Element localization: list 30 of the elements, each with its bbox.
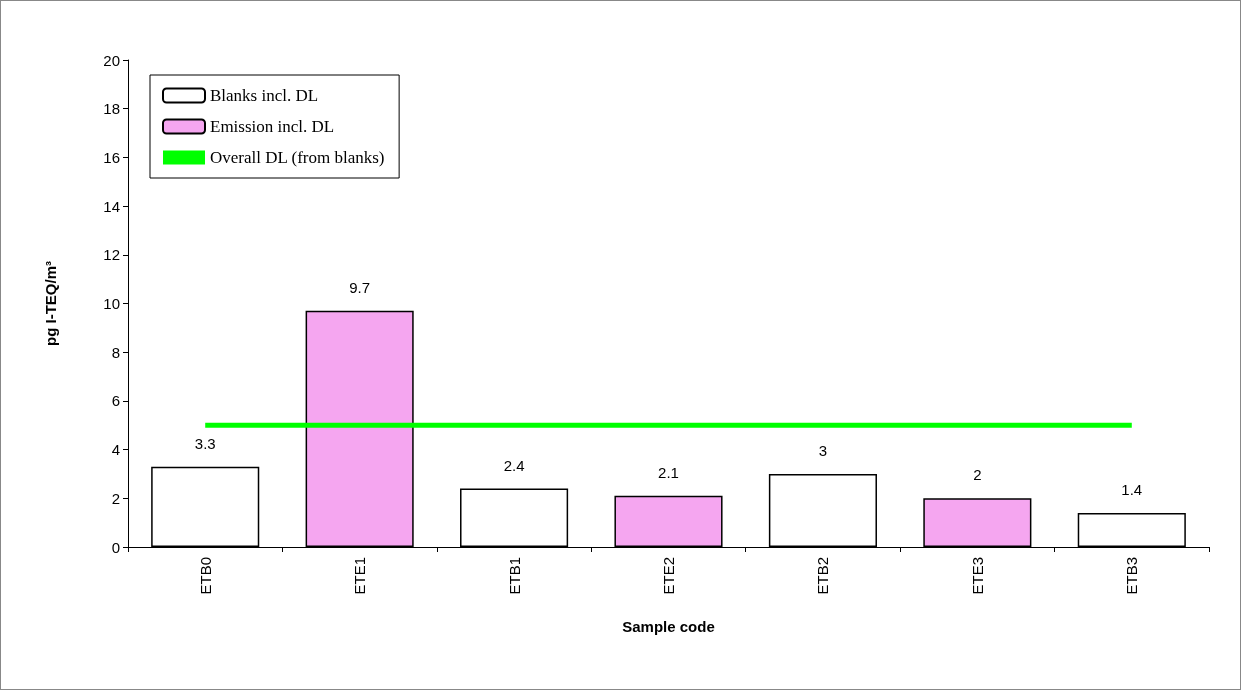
- y-tick-label: 14: [103, 197, 120, 215]
- data-label: 3: [818, 441, 828, 459]
- y-tick-label: 16: [103, 148, 120, 166]
- y-axis-title: pg I-TEQ/m³: [42, 261, 59, 346]
- x-tick-label: ETE3: [968, 557, 986, 595]
- y-tick-label: 12: [103, 246, 120, 264]
- x-tick-label: ETB2: [814, 557, 832, 595]
- legend-label: Blanks incl. DL: [210, 86, 319, 105]
- legend-label: Emission incl. DL: [210, 117, 335, 136]
- legend-label: Overall DL (from blanks): [210, 148, 385, 167]
- data-label: 2.4: [503, 456, 525, 474]
- x-axis-title: Sample code: [622, 618, 715, 635]
- data-label: 2: [973, 466, 982, 484]
- x-tick-label: ETE2: [660, 557, 677, 595]
- y-tick-label: 0: [111, 538, 120, 556]
- y-tick-label: 6: [111, 392, 120, 410]
- x-tick-label: ETB3: [1123, 557, 1141, 595]
- y-tick-label: 4: [111, 441, 120, 459]
- y-tick-label: 20: [103, 51, 120, 69]
- x-tick-label: ETB0: [196, 557, 214, 595]
- y-tick-label: 8: [111, 343, 120, 361]
- x-tick-label: ETB1: [505, 557, 523, 595]
- y-tick-label: 2: [111, 489, 120, 507]
- data-label: 1.4: [1121, 480, 1143, 498]
- data-label: 3.3: [194, 434, 216, 452]
- x-tick-label: ETE1: [351, 557, 369, 595]
- y-tick-label: 10: [103, 295, 120, 312]
- y-tick-label: 18: [103, 100, 120, 118]
- data-label: 9.7: [349, 278, 371, 296]
- data-label: 2.1: [658, 463, 679, 481]
